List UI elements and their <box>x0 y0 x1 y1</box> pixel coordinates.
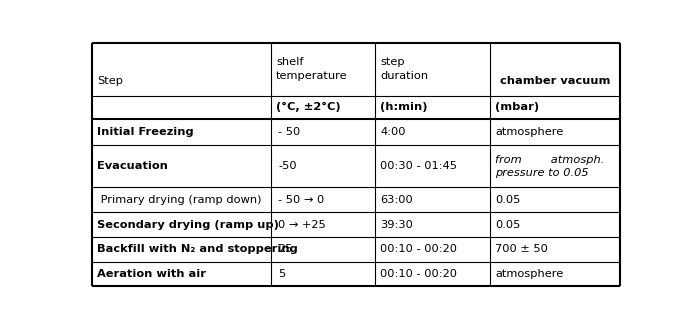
Text: 00:30 - 01:45: 00:30 - 01:45 <box>380 161 457 171</box>
Text: (°C, ±2°C): (°C, ±2°C) <box>276 102 341 112</box>
Text: shelf
temperature: shelf temperature <box>276 57 348 81</box>
Text: from        atmosph.
pressure to 0.05: from atmosph. pressure to 0.05 <box>495 155 604 178</box>
Text: 63:00: 63:00 <box>380 195 413 205</box>
Text: Initial Freezing: Initial Freezing <box>97 127 194 137</box>
Text: 25: 25 <box>279 244 293 254</box>
Text: 5: 5 <box>279 269 286 279</box>
Text: - 50: - 50 <box>279 127 300 137</box>
Text: - 50 → 0: - 50 → 0 <box>279 195 325 205</box>
Text: atmosphere: atmosphere <box>495 127 564 137</box>
Text: Secondary drying (ramp up): Secondary drying (ramp up) <box>97 219 279 230</box>
Text: step
duration: step duration <box>380 57 428 81</box>
Text: 00:10 - 00:20: 00:10 - 00:20 <box>380 244 457 254</box>
Text: 700 ± 50: 700 ± 50 <box>495 244 548 254</box>
Text: Aeration with air: Aeration with air <box>97 269 206 279</box>
Text: 00:10 - 00:20: 00:10 - 00:20 <box>380 269 457 279</box>
Text: Step: Step <box>97 76 123 86</box>
Text: 0 → +25: 0 → +25 <box>279 219 326 230</box>
Text: Backfill with N₂ and stoppering: Backfill with N₂ and stoppering <box>97 244 298 254</box>
Text: atmosphere: atmosphere <box>495 269 564 279</box>
Text: Primary drying (ramp down): Primary drying (ramp down) <box>97 195 262 205</box>
Text: 39:30: 39:30 <box>380 219 413 230</box>
Text: 0.05: 0.05 <box>495 219 520 230</box>
Text: 0.05: 0.05 <box>495 195 520 205</box>
Text: (mbar): (mbar) <box>495 102 539 112</box>
Text: (h:min): (h:min) <box>380 102 428 112</box>
Text: 4:00: 4:00 <box>380 127 406 137</box>
Text: Evacuation: Evacuation <box>97 161 168 171</box>
Text: chamber vacuum: chamber vacuum <box>500 76 610 86</box>
Text: -50: -50 <box>279 161 297 171</box>
